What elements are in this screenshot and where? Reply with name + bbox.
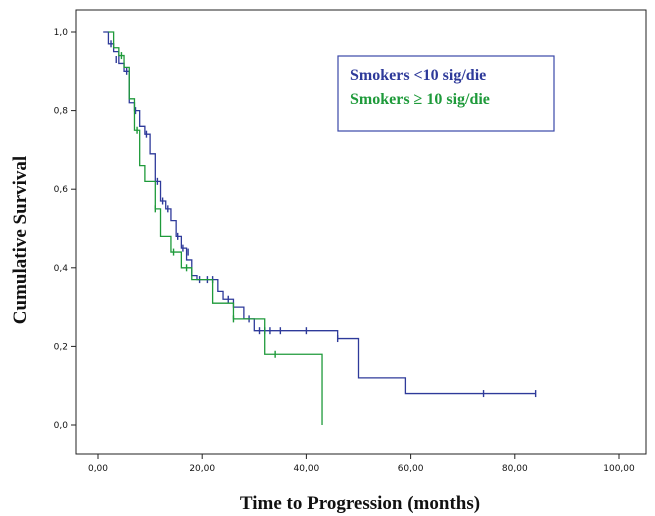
y-axis-ticks: 0,0 0,2 0,4 0,6 0,8 1,0 xyxy=(54,28,76,431)
y-tick-label: 0,4 xyxy=(54,264,69,274)
y-axis-title: Cumulative Survival xyxy=(10,156,31,324)
y-tick-label: 0,2 xyxy=(54,342,68,352)
x-tick-label: 20,00 xyxy=(189,464,215,474)
y-tick-label: 0,0 xyxy=(54,421,69,431)
series-layer xyxy=(103,31,537,425)
x-tick-label: 60,00 xyxy=(398,464,424,474)
x-axis-ticks: 0,00 20,00 40,00 60,00 80,00 100,00 xyxy=(88,454,635,474)
x-axis-title: Time to Progression (months) xyxy=(240,493,480,514)
legend-box xyxy=(337,55,555,132)
legend-label-series-2: Smokers ≥ 10 sig/die xyxy=(350,91,490,108)
x-tick-label: 0,00 xyxy=(88,464,108,474)
legend-label-series-1: Smokers <10 sig/die xyxy=(350,67,486,84)
y-tick-label: 1,0 xyxy=(54,28,69,38)
x-tick-label: 40,00 xyxy=(294,464,320,474)
x-tick-label: 100,00 xyxy=(603,464,635,474)
y-tick-label: 0,8 xyxy=(54,107,69,117)
x-tick-label: 80,00 xyxy=(502,464,528,474)
y-tick-label: 0,6 xyxy=(54,185,69,195)
